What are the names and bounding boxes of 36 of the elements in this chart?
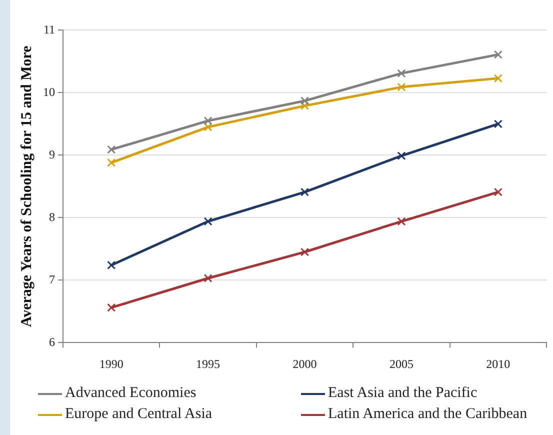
point bbox=[204, 217, 212, 226]
point bbox=[107, 158, 116, 167]
legend-label: Europe and Central Asia bbox=[65, 406, 212, 423]
point bbox=[397, 217, 406, 226]
y-tick-label: 7 bbox=[49, 272, 55, 286]
point bbox=[300, 248, 310, 256]
point bbox=[107, 145, 116, 154]
y-tick-label: 11 bbox=[43, 22, 55, 36]
legend-label: Latin America and the Caribbean bbox=[328, 406, 528, 423]
point bbox=[494, 188, 502, 196]
point bbox=[204, 274, 212, 283]
point bbox=[300, 96, 310, 106]
x-tick-label: 2000 bbox=[292, 356, 317, 371]
point bbox=[397, 69, 406, 78]
point bbox=[397, 152, 406, 160]
x-tick-label: 1990 bbox=[99, 356, 124, 371]
point bbox=[494, 120, 502, 128]
point bbox=[204, 122, 212, 132]
point bbox=[494, 50, 502, 59]
point bbox=[494, 74, 502, 83]
point bbox=[300, 102, 310, 110]
y-axis-title: Average Years of Schooling for 15 and More bbox=[18, 45, 35, 328]
y-tick-label: 10 bbox=[43, 84, 55, 99]
y-tick-label: 6 bbox=[49, 334, 55, 349]
legend-label: Advanced Economies bbox=[65, 385, 196, 402]
x-tick-label: 1995 bbox=[196, 356, 220, 371]
point bbox=[107, 260, 116, 270]
y-tick-label: 9 bbox=[49, 147, 55, 162]
point bbox=[300, 188, 310, 196]
point bbox=[397, 82, 406, 92]
point bbox=[204, 116, 212, 126]
y-tick-label: 8 bbox=[49, 210, 55, 224]
x-tick-label: 2010 bbox=[486, 356, 510, 371]
legend-label: East Asia and the Pacific bbox=[328, 385, 478, 402]
point bbox=[107, 303, 116, 312]
x-tick-label: 2005 bbox=[389, 356, 414, 371]
